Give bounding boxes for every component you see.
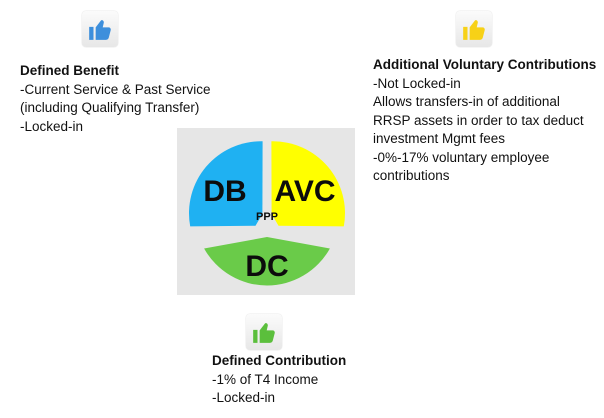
avc-line: -Not Locked-in xyxy=(373,75,461,91)
defined-contribution-title: Defined Contribution xyxy=(212,353,347,368)
thumbs-up-icon xyxy=(456,11,492,47)
thumbs-up-glyph xyxy=(89,20,111,40)
db-label: DB xyxy=(203,175,246,208)
avc-segment xyxy=(271,141,346,227)
dc-label: DC xyxy=(245,250,288,283)
thumbs-up-shape xyxy=(253,323,275,343)
avc-line: contributions xyxy=(373,168,450,183)
defined-benefit-line: -Current Service & Past Service xyxy=(20,81,211,97)
defined-benefit-line: -Locked-in xyxy=(20,118,84,134)
thumbs-up-glyph xyxy=(253,323,275,343)
avc-line: investment Mgmt fees xyxy=(373,131,506,146)
avc-block: Additional Voluntary Contributions -Not … xyxy=(373,56,596,186)
defined-contribution-line: -Locked-in xyxy=(212,390,276,405)
thumbs-up-shape xyxy=(463,20,485,40)
avc-line: Allows transfers-in of additional xyxy=(373,94,560,109)
dc-segment xyxy=(204,237,330,286)
avc-line: -0%-17% voluntary employee xyxy=(373,149,550,165)
ppp-pie: DB AVC DC PPP xyxy=(188,141,346,286)
thumbs-up-icon xyxy=(246,314,282,350)
defined-contribution-block: Defined Contribution -1% of T4 Income -L… xyxy=(212,352,346,408)
defined-benefit-line: (including Qualifying Transfer) xyxy=(20,100,200,115)
db-segment xyxy=(188,141,263,227)
defined-contribution-line: -1% of T4 Income xyxy=(212,371,319,387)
ppp-diagram: DB AVC DC PPP xyxy=(177,128,355,295)
avc-label: AVC xyxy=(274,175,335,208)
thumbs-up-glyph xyxy=(463,20,485,40)
avc-line: RRSP assets in order to tax deduct xyxy=(373,112,584,128)
ppp-center-label: PPP xyxy=(256,211,278,223)
thumbs-up-icon xyxy=(82,11,118,47)
avc-title: Additional Voluntary Contributions xyxy=(373,57,597,72)
thumbs-up-shape xyxy=(89,20,111,40)
defined-benefit-title: Defined Benefit xyxy=(20,63,120,78)
defined-benefit-block: Defined Benefit -Current Service & Past … xyxy=(20,62,211,136)
